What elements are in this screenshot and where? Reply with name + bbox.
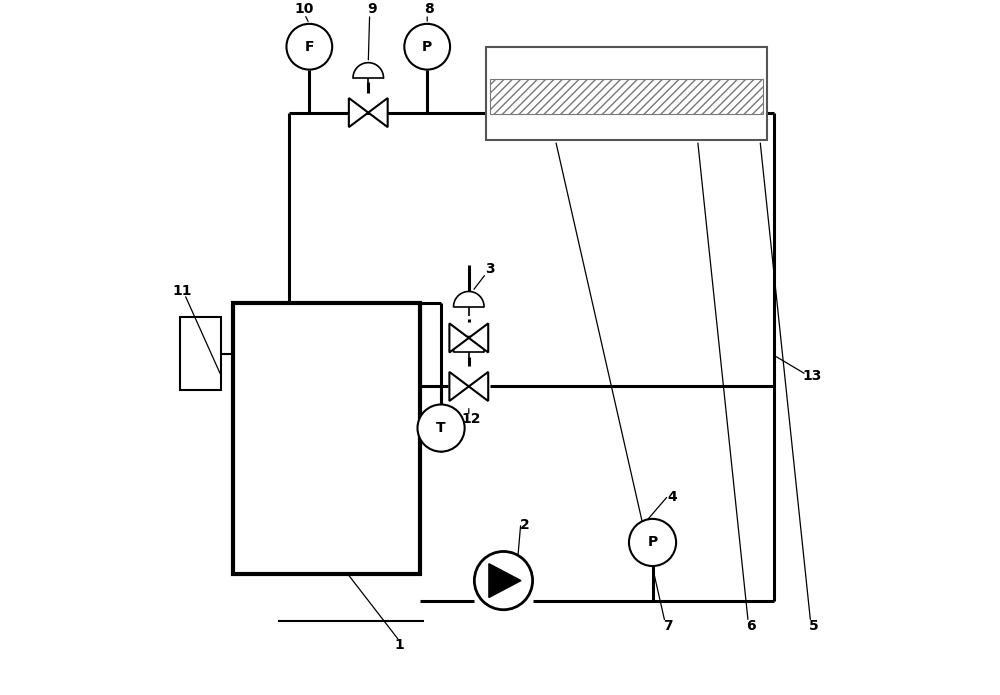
Text: 5: 5 bbox=[809, 619, 818, 632]
Circle shape bbox=[417, 404, 465, 452]
Text: 13: 13 bbox=[802, 369, 822, 383]
Text: 2: 2 bbox=[519, 518, 529, 532]
Text: 3: 3 bbox=[485, 261, 494, 276]
Text: T: T bbox=[436, 421, 446, 435]
Text: 10: 10 bbox=[295, 1, 314, 15]
Polygon shape bbox=[368, 98, 388, 127]
Circle shape bbox=[629, 519, 676, 566]
Circle shape bbox=[474, 551, 533, 610]
Bar bbox=[233, 303, 420, 573]
Polygon shape bbox=[349, 98, 368, 127]
Text: F: F bbox=[305, 40, 314, 54]
Text: 7: 7 bbox=[663, 619, 673, 632]
Polygon shape bbox=[469, 323, 488, 352]
Text: 8: 8 bbox=[424, 1, 434, 15]
Text: P: P bbox=[647, 535, 658, 550]
Text: P: P bbox=[422, 40, 432, 54]
Text: 11: 11 bbox=[173, 284, 192, 298]
Text: 6: 6 bbox=[746, 619, 756, 632]
Polygon shape bbox=[449, 372, 469, 401]
Polygon shape bbox=[489, 564, 521, 598]
Bar bbox=[180, 317, 221, 390]
Text: 9: 9 bbox=[367, 1, 377, 15]
Polygon shape bbox=[449, 323, 469, 352]
Text: 12: 12 bbox=[461, 412, 481, 426]
Bar bbox=[490, 79, 763, 114]
Polygon shape bbox=[469, 372, 488, 401]
Text: 4: 4 bbox=[667, 491, 677, 505]
Bar bbox=[486, 47, 767, 140]
Circle shape bbox=[286, 24, 332, 70]
Text: 1: 1 bbox=[395, 638, 404, 652]
Circle shape bbox=[404, 24, 450, 70]
